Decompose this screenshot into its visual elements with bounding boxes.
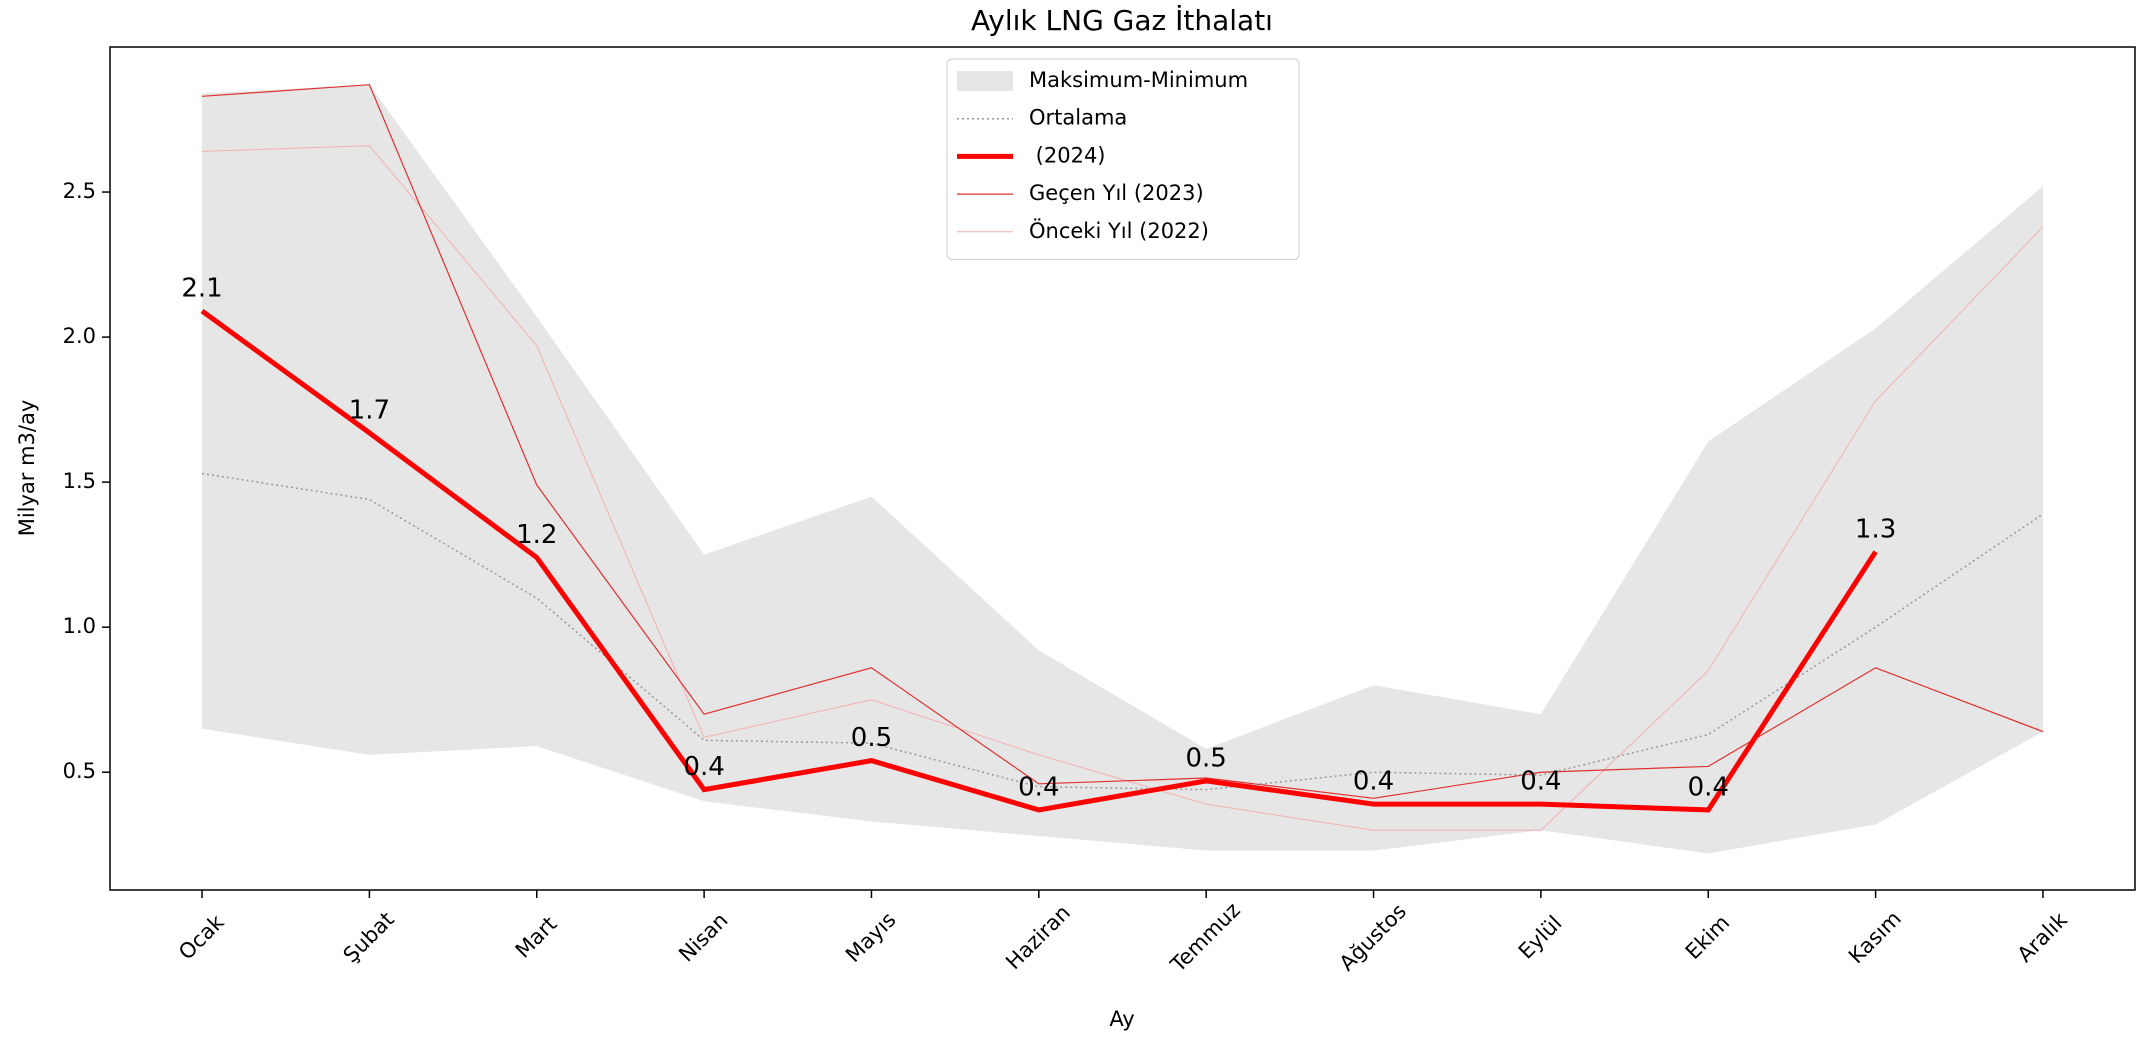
x-axis-label: Ay xyxy=(1109,1007,1134,1031)
x-tick-label: Mayıs xyxy=(841,908,901,968)
x-tick-label: Eylül xyxy=(1514,911,1567,964)
legend-label: Ortalama xyxy=(1029,106,1127,130)
x-tick-label: Kasım xyxy=(1844,906,1906,968)
y-tick-label: 0.5 xyxy=(63,759,96,783)
legend-label: (2024) xyxy=(1029,143,1106,167)
legend-label: Geçen Yıl (2023) xyxy=(1029,181,1204,205)
data-label: 0.4 xyxy=(1520,767,1561,797)
legend-label: Maksimum-Minimum xyxy=(1029,68,1248,92)
x-tick-label: Ağustos xyxy=(1335,899,1411,975)
data-label: 0.4 xyxy=(1018,772,1059,802)
series-line xyxy=(200,308,1878,813)
x-tick-label: Şubat xyxy=(339,907,399,967)
x-tick-label: Aralık xyxy=(2013,907,2073,967)
y-tick-label: 2.0 xyxy=(63,324,96,348)
legend-label: Önceki Yıl (2022) xyxy=(1029,218,1209,243)
y-axis-label: Milyar m3/ay xyxy=(15,400,39,537)
data-label: 0.5 xyxy=(1185,743,1226,773)
data-label: 0.4 xyxy=(1688,772,1729,802)
y-tick-label: 1.0 xyxy=(63,614,96,638)
data-label: 0.5 xyxy=(851,723,892,753)
x-tick-label: Mart xyxy=(511,912,562,963)
plot-frame xyxy=(109,46,2136,891)
y-tick-label: 2.5 xyxy=(63,179,96,203)
legend-box xyxy=(946,58,1300,260)
data-label: 0.4 xyxy=(1353,767,1394,797)
series-line xyxy=(201,472,2044,791)
data-label: 2.1 xyxy=(181,273,222,303)
series-line xyxy=(202,84,2044,799)
data-label: 1.7 xyxy=(349,395,390,425)
x-tick-label: Ocak xyxy=(174,909,229,964)
x-tick-label: Ekim xyxy=(1681,911,1735,965)
x-tick-label: Haziran xyxy=(1001,900,1075,974)
range-band xyxy=(202,84,2043,854)
y-tick-label: 1.5 xyxy=(63,469,96,493)
x-tick-label: Nisan xyxy=(674,908,732,966)
data-label: 1.3 xyxy=(1855,514,1896,544)
x-tick-label: Temmuz xyxy=(1165,898,1245,978)
data-label: 0.4 xyxy=(683,752,724,782)
data-label: 1.2 xyxy=(516,520,557,550)
series-line xyxy=(202,145,2044,831)
legend-swatch xyxy=(957,71,1013,91)
chart-title: Aylık LNG Gaz İthalatı xyxy=(971,4,1273,37)
